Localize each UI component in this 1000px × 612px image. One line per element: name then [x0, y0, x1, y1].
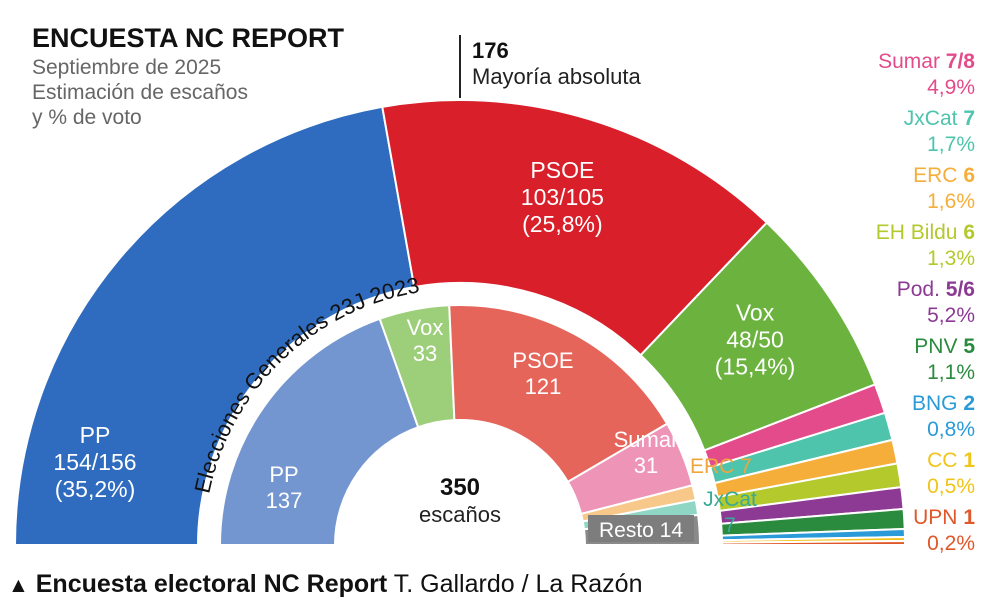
outer-label-pp-vote: (35,2%) [55, 476, 136, 502]
inner-label-pp-seats: 137 [266, 488, 303, 513]
legend-erc: ERC 6 [913, 164, 975, 187]
legend-upn-name: UPN [913, 506, 963, 529]
legend-bng-seats: 2 [963, 392, 975, 415]
inner-slice-pp [218, 317, 420, 546]
legend-cc-vote: 0,5% [927, 475, 975, 498]
legend-jxcat-vote: 1,7% [927, 133, 975, 156]
inner-label-sumar-name: Sumar [614, 427, 679, 452]
legend-eh-bildu-name: EH Bildu [876, 221, 964, 244]
legend-pnv-seats: 5 [963, 335, 975, 358]
legend-cc: CC 1 [927, 449, 975, 472]
chart-subtitle-1: Estimación de escaños [32, 81, 248, 104]
outer-label-pp-name: PP [80, 422, 111, 448]
legend-sumar-name: Sumar [878, 50, 946, 73]
legend-pod-name: Pod. [897, 278, 946, 301]
legend-jxcat-name: JxCat [904, 107, 964, 130]
legend-pod-seats: 5/6 [946, 278, 975, 301]
outer-label-psoe-seats: 103/105 [521, 184, 604, 210]
legend-upn-seats: 1 [963, 506, 975, 529]
outer-label-psoe-name: PSOE [530, 157, 594, 183]
legend-sumar: Sumar 7/8 [878, 50, 975, 73]
inner-label-vox-seats: 33 [413, 341, 437, 366]
legend-erc-vote: 1,6% [927, 190, 975, 213]
inner-label-jxcat-seats: 7 [724, 514, 736, 537]
legend-pod-vote: 5,2% [927, 304, 975, 327]
legend-pnv-name: PNV [914, 335, 963, 358]
chart-subtitle-0: Septiembre de 2025 [32, 56, 221, 79]
inner-slice-psoe [448, 304, 669, 484]
legend-bng: BNG 2 [912, 392, 975, 415]
inner-resto-box [588, 515, 694, 542]
outer-label-psoe-vote: (25,8%) [522, 211, 603, 237]
triangle-up-icon: ▲ [8, 574, 29, 597]
total-seats-label: escaños [419, 502, 501, 527]
legend-bng-name: BNG [912, 392, 963, 415]
inner-label-psoe-seats: 121 [525, 374, 562, 399]
inner-label-psoe-name: PSOE [512, 348, 573, 373]
legend-sumar-vote: 4,9% [927, 76, 975, 99]
chart-title: ENCUESTA NC REPORT [32, 23, 345, 53]
inner-label-resto: Resto 14 [599, 519, 683, 542]
outer-slice-psoe [381, 99, 769, 357]
outer-label-vox-seats: 48/50 [726, 327, 784, 353]
legend-jxcat: JxCat 7 [904, 107, 975, 130]
caption-credit: T. Gallardo / La Razón [393, 570, 643, 598]
outer-label-vox-name: Vox [736, 300, 775, 326]
chart-subtitle-2: y % de voto [32, 106, 142, 129]
legend-cc-name: CC [927, 449, 963, 472]
parliament-chart: PP154/156(35,2%)PSOE103/105(25,8%)Vox48/… [13, 23, 975, 555]
caption-title: Encuesta electoral NC Report [35, 570, 388, 598]
legend-eh-bildu: EH Bildu 6 [876, 221, 975, 244]
legend-pnv: PNV 5 [914, 335, 975, 358]
legend-upn-vote: 0,2% [927, 532, 975, 555]
legend-erc-seats: 6 [963, 164, 975, 187]
majority-value: 176 [472, 38, 509, 63]
inner-label-vox-name: Vox [407, 315, 444, 340]
majority-label: Mayoría absoluta [472, 64, 642, 89]
legend-erc-name: ERC [913, 164, 963, 187]
outer-slice-upn [720, 539, 907, 546]
legend-upn: UPN 1 [913, 506, 975, 529]
caption: ▲ Encuesta electoral NC Report T. Gallar… [8, 570, 643, 599]
inner-label-pp-name: PP [269, 462, 298, 487]
legend-eh-bildu-seats: 6 [963, 221, 975, 244]
legend-sumar-seats: 7/8 [946, 50, 976, 73]
outer-label-vox-vote: (15,4%) [715, 354, 796, 380]
inner-label-sumar-seats: 31 [634, 453, 658, 478]
outer-label-pp-seats: 154/156 [53, 449, 136, 475]
legend-eh-bildu-vote: 1,3% [927, 247, 975, 270]
inner-label-erc: ERC 7 [690, 455, 752, 478]
inner-label-jxcat-name: JxCat [703, 488, 757, 511]
legend-bng-vote: 0,8% [927, 418, 975, 441]
legend-jxcat-seats: 7 [963, 107, 975, 130]
legend-pnv-vote: 1,1% [927, 361, 975, 384]
outer-slice-pp [13, 105, 416, 546]
total-seats-value: 350 [440, 474, 480, 501]
legend-cc-seats: 1 [963, 449, 975, 472]
legend-pod: Pod. 5/6 [897, 278, 975, 301]
